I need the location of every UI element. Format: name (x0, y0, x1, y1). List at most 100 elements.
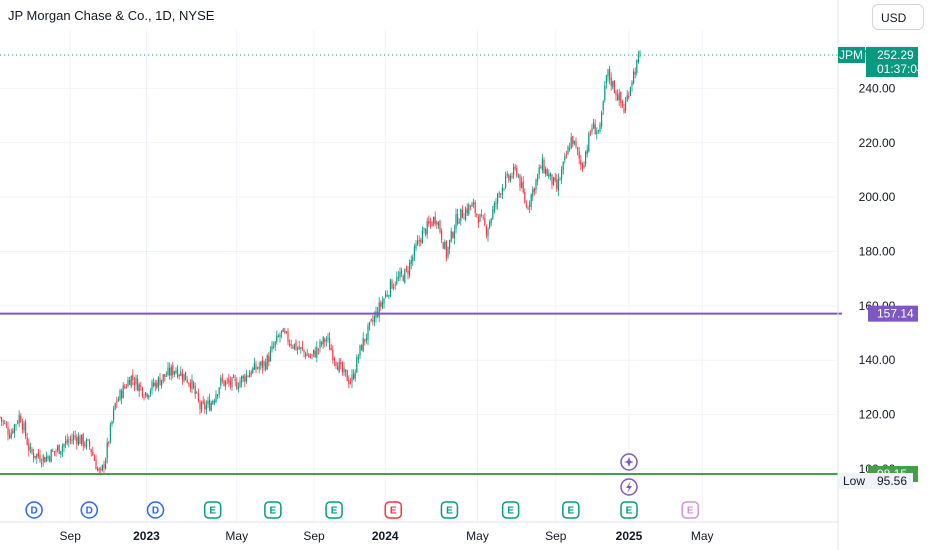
candle-body (277, 336, 279, 338)
candle-body (602, 101, 604, 111)
candle-body (383, 298, 385, 304)
flash-icon[interactable] (620, 478, 638, 496)
candle-body (132, 375, 134, 381)
candle-body (204, 402, 206, 410)
time-tick-label: 2024 (372, 529, 399, 543)
candle-body (476, 213, 478, 215)
candle-body (527, 207, 529, 209)
candle-body (477, 216, 479, 224)
time-tick-label: May (225, 529, 248, 543)
candle-body (463, 218, 465, 220)
earnings-marker[interactable]: E (562, 501, 580, 519)
earnings-marker[interactable]: E (620, 501, 638, 519)
candle-body (42, 455, 44, 462)
price-axis[interactable]: 240.00220.00200.00180.00160.00140.00120.… (837, 0, 924, 550)
earnings-icon (264, 501, 282, 519)
candle-body (409, 262, 411, 276)
candle-body (87, 439, 89, 441)
candle-body (356, 356, 358, 373)
earnings-future-marker[interactable]: E (681, 501, 699, 519)
candles (0, 50, 641, 476)
earnings-marker[interactable]: E (501, 501, 520, 519)
earnings-marker[interactable]: E (264, 501, 282, 519)
candle-body (465, 209, 467, 220)
candle-body (601, 112, 603, 127)
time-axis[interactable]: Sep 2023 May Sep 2024 May Sep 2025 May (0, 521, 838, 543)
candle-body (65, 441, 67, 445)
candle-body (593, 122, 595, 129)
earnings-marker[interactable]: E (325, 501, 343, 519)
dividend-marker[interactable]: D (25, 501, 43, 519)
candle-body (561, 169, 563, 180)
candle-body (84, 444, 86, 446)
candle-body (153, 382, 155, 386)
time-tick-label: Sep (60, 529, 82, 543)
candle-body (525, 204, 527, 207)
candle-body (540, 167, 542, 169)
currency-button[interactable]: USD (872, 4, 924, 30)
candle-body (145, 392, 147, 396)
time-tick-label: 2023 (133, 529, 160, 543)
candle-body (266, 355, 268, 370)
candle-body (553, 177, 555, 186)
candle-body (269, 350, 271, 362)
earnings-marker[interactable]: E (440, 501, 459, 519)
candle-body (292, 346, 294, 348)
earnings-marker[interactable]: E (203, 501, 222, 519)
candle-body (333, 357, 335, 361)
candle-body (394, 284, 396, 286)
hline-badge[interactable] (868, 305, 918, 322)
dividend-marker[interactable]: D (80, 501, 99, 519)
candle-body (461, 209, 463, 218)
price-tick-label: 220.00 (859, 136, 896, 150)
earnings-neg-marker[interactable]: E (384, 501, 403, 519)
earnings-icon (325, 501, 343, 519)
sparkle-icon[interactable] (620, 453, 638, 471)
candle-body (617, 95, 619, 101)
candle-body (588, 133, 590, 152)
candle-body (596, 131, 598, 135)
candle-body (612, 81, 614, 87)
candle-body (338, 361, 340, 373)
earnings-letter: E (331, 506, 338, 517)
candle-body (122, 385, 124, 399)
candle-body (109, 424, 111, 442)
candle-body (76, 436, 78, 444)
dividend-marker[interactable]: D (146, 501, 165, 519)
candle-body (202, 400, 204, 404)
candle-body (17, 422, 19, 424)
candle-body (247, 375, 249, 377)
candle-body (522, 181, 524, 193)
candle-body (156, 382, 158, 388)
candle-body (45, 456, 47, 462)
price-tick-label: 200.00 (859, 190, 896, 204)
candle-body (629, 87, 631, 96)
candle-body (319, 341, 321, 348)
candle-body (55, 450, 57, 452)
candle-body (263, 361, 265, 367)
candle-body (497, 193, 499, 204)
candle-body (591, 128, 593, 132)
candle-body (233, 375, 235, 378)
candle-body (559, 179, 561, 181)
candle-body (135, 377, 137, 385)
candle-body (108, 441, 110, 443)
candle-body (485, 226, 487, 236)
candle-body (273, 346, 275, 348)
candle-body (565, 154, 567, 156)
horizontal-lines[interactable] (0, 54, 842, 475)
candle-body (533, 188, 535, 192)
candle-body (183, 373, 185, 382)
time-tick-label: May (691, 529, 714, 543)
candle-body (549, 172, 551, 177)
earnings-letter: E (626, 506, 633, 517)
candle-body (127, 379, 129, 387)
candle-body (301, 346, 303, 349)
last-price-badge[interactable] (866, 47, 918, 77)
candle-body (543, 160, 545, 174)
symbol-badge[interactable] (838, 47, 865, 63)
candle-body (95, 459, 97, 470)
candle-body (130, 375, 132, 387)
